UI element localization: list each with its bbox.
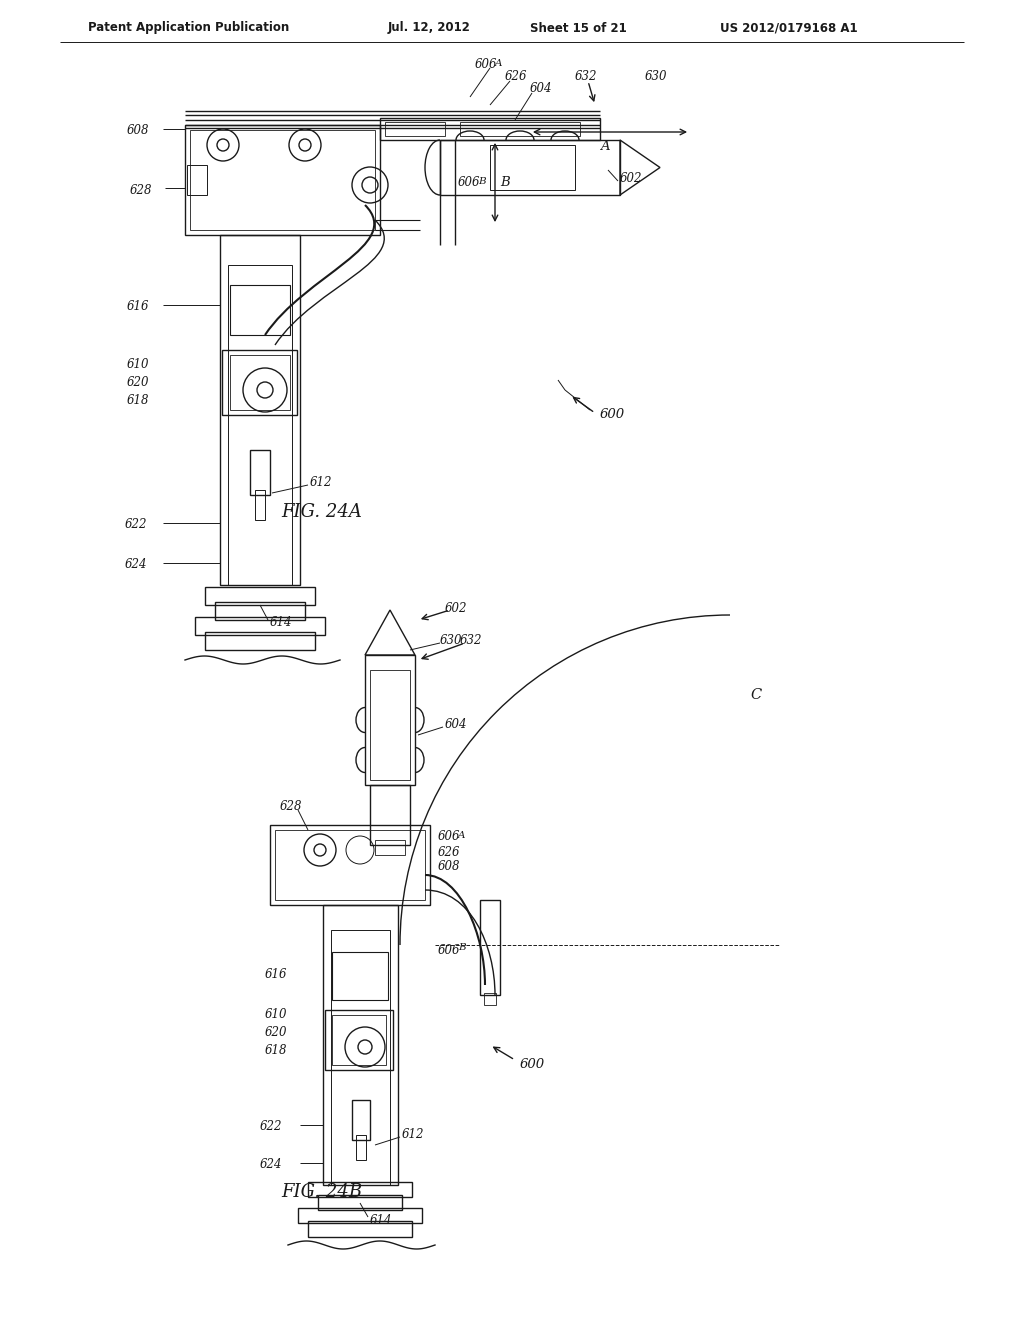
Bar — [195, 616, 325, 635]
Bar — [230, 285, 290, 335]
Text: 618: 618 — [127, 393, 150, 407]
Bar — [484, 993, 496, 1005]
Text: 624: 624 — [125, 558, 147, 572]
Bar — [356, 1135, 366, 1160]
Text: C: C — [750, 688, 761, 702]
Bar — [370, 785, 410, 845]
Text: 600: 600 — [520, 1059, 545, 1072]
Text: 616: 616 — [127, 301, 150, 314]
Bar — [190, 129, 375, 230]
Text: 608: 608 — [438, 861, 461, 874]
Bar — [250, 450, 270, 495]
Bar — [370, 671, 410, 780]
Text: 600: 600 — [600, 408, 625, 421]
Text: 630: 630 — [440, 634, 463, 647]
Text: 614: 614 — [370, 1213, 392, 1226]
Bar — [440, 140, 620, 195]
Text: 632: 632 — [575, 70, 597, 83]
Text: 612: 612 — [402, 1129, 425, 1142]
Bar — [490, 145, 575, 190]
Bar — [308, 1181, 412, 1197]
Text: 620: 620 — [127, 376, 150, 389]
Bar — [385, 121, 445, 136]
Bar — [380, 117, 600, 140]
Text: 626: 626 — [438, 846, 461, 858]
Text: FIG. 24B: FIG. 24B — [282, 1183, 362, 1201]
Text: 604: 604 — [445, 718, 468, 731]
Bar — [298, 1208, 422, 1224]
Bar — [460, 121, 580, 136]
Text: B: B — [500, 177, 510, 190]
Text: Patent Application Publication: Patent Application Publication — [88, 21, 289, 34]
Text: A: A — [495, 58, 503, 67]
Text: 616: 616 — [265, 969, 288, 982]
Text: 628: 628 — [280, 800, 302, 813]
Text: 620: 620 — [265, 1027, 288, 1040]
Text: 606: 606 — [458, 177, 480, 190]
Text: FIG. 24A: FIG. 24A — [282, 503, 362, 521]
Bar — [323, 906, 398, 1185]
Bar — [375, 840, 406, 855]
Bar — [220, 235, 300, 585]
Text: A: A — [600, 140, 610, 153]
Bar — [332, 952, 388, 1001]
Bar — [331, 931, 390, 1185]
Text: 602: 602 — [445, 602, 468, 615]
Text: 606: 606 — [475, 58, 498, 71]
Text: 614: 614 — [270, 616, 293, 630]
Bar — [230, 355, 290, 411]
Text: 628: 628 — [130, 183, 153, 197]
Bar — [365, 655, 415, 785]
Bar — [480, 900, 500, 995]
Text: 606: 606 — [438, 944, 461, 957]
Text: A: A — [458, 830, 466, 840]
Text: 608: 608 — [127, 124, 150, 136]
Bar — [332, 1015, 386, 1065]
Text: 610: 610 — [127, 359, 150, 371]
Bar — [255, 490, 265, 520]
Text: 622: 622 — [125, 519, 147, 532]
Text: 622: 622 — [260, 1121, 283, 1134]
Text: 618: 618 — [265, 1044, 288, 1056]
Text: Jul. 12, 2012: Jul. 12, 2012 — [388, 21, 471, 34]
Bar — [187, 165, 207, 195]
Text: Sheet 15 of 21: Sheet 15 of 21 — [530, 21, 627, 34]
Bar — [308, 1221, 412, 1237]
Bar — [222, 350, 297, 414]
Text: 604: 604 — [530, 82, 553, 95]
Bar — [185, 125, 380, 235]
Bar — [270, 825, 430, 906]
Bar — [275, 830, 425, 900]
Bar — [228, 265, 292, 585]
Text: B: B — [478, 177, 485, 186]
Text: 602: 602 — [620, 172, 642, 185]
Bar — [205, 632, 315, 649]
Text: 632: 632 — [460, 634, 482, 647]
Text: 626: 626 — [505, 70, 527, 83]
Bar — [352, 1100, 370, 1140]
Text: US 2012/0179168 A1: US 2012/0179168 A1 — [720, 21, 858, 34]
Bar — [325, 1010, 393, 1071]
Text: B: B — [458, 944, 466, 953]
Text: 630: 630 — [645, 70, 668, 83]
Bar — [215, 602, 305, 620]
Text: 606: 606 — [438, 830, 461, 843]
Text: 612: 612 — [310, 477, 333, 490]
Bar — [318, 1195, 402, 1210]
Text: 624: 624 — [260, 1159, 283, 1172]
Bar — [205, 587, 315, 605]
Text: 610: 610 — [265, 1008, 288, 1022]
